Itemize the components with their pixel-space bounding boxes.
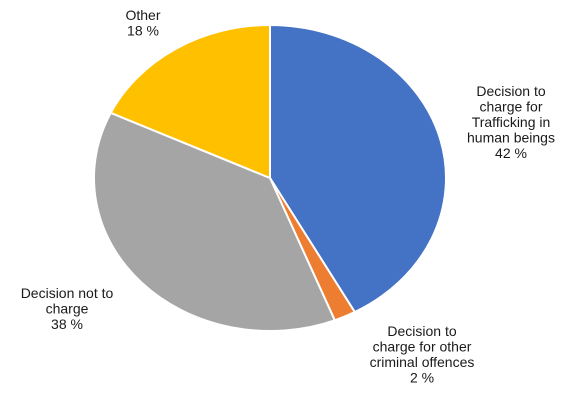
- pie-slice-4: [109, 24, 271, 179]
- slice-percent: 42 %: [495, 145, 527, 161]
- slice-label-2: Decision to charge for other criminal offe…: [370, 323, 475, 386]
- slice-percent: 38 %: [51, 316, 83, 332]
- slice-percent: 2 %: [410, 370, 434, 386]
- slice-label-line: charge for other: [373, 339, 472, 355]
- slice-label-line: charge for: [479, 99, 542, 115]
- slice-label-4: Other 18 %: [125, 7, 160, 39]
- pie-slice-3: [93, 111, 336, 332]
- slice-label-line: Trafficking in: [472, 114, 551, 130]
- slice-label-line: Decision to: [476, 83, 545, 99]
- slice-labels: Decision to charge for Trafficking in human…: [21, 7, 555, 386]
- slice-label-line: human beings: [467, 130, 555, 146]
- slice-label-line: charge: [46, 301, 89, 317]
- slice-label-3: Decision not to charge 38 %: [21, 285, 114, 332]
- slice-label-line: Decision to: [387, 323, 456, 339]
- pie-slices: [93, 24, 447, 332]
- slice-label-line: Other: [125, 7, 160, 23]
- slice-label-1: Decision to charge for Trafficking in human…: [467, 83, 555, 161]
- slice-label-line: criminal offences: [370, 354, 475, 370]
- slice-label-line: Decision not to: [21, 285, 114, 301]
- slice-percent: 18 %: [127, 23, 159, 39]
- pie-slice-1: [269, 24, 447, 314]
